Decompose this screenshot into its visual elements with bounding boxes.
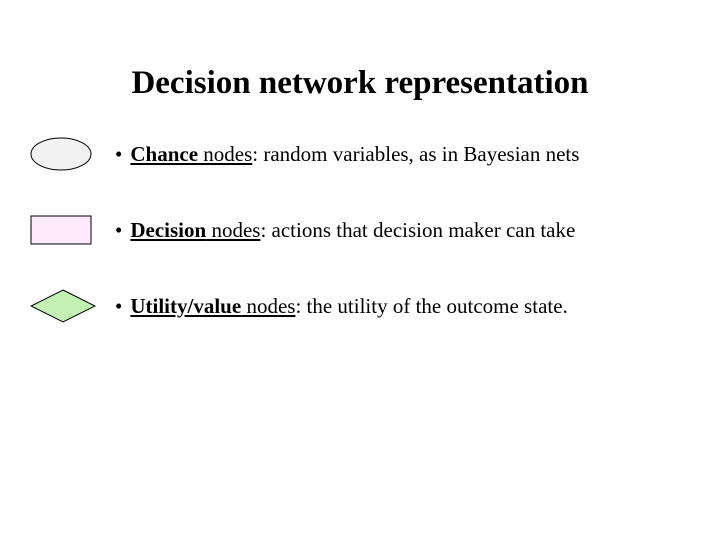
legend-rows: • Chance nodes: random variables, as in … — [0, 132, 720, 328]
chance-desc: : random variables, as in Bayesian nets — [252, 142, 579, 166]
decision-text: • Decision nodes: actions that decision … — [115, 218, 575, 243]
decision-desc: : actions that decision maker can take — [260, 218, 575, 242]
legend-row-utility: • Utility/value nodes: the utility of th… — [30, 284, 720, 328]
utility-icon — [30, 289, 115, 323]
utility-label: Utility/value — [130, 294, 241, 318]
legend-row-chance: • Chance nodes: random variables, as in … — [30, 132, 720, 176]
chance-label: Chance — [130, 142, 198, 166]
bullet: • — [115, 294, 122, 319]
bullet: • — [115, 142, 122, 167]
bullet: • — [115, 218, 122, 243]
utility-desc: : the utility of the outcome state. — [295, 294, 567, 318]
utility-text: • Utility/value nodes: the utility of th… — [115, 294, 568, 319]
page-title: Decision network representation — [0, 0, 720, 132]
decision-suffix: nodes — [206, 218, 260, 242]
legend-row-decision: • Decision nodes: actions that decision … — [30, 208, 720, 252]
decision-icon — [30, 215, 115, 245]
chance-suffix: nodes — [198, 142, 252, 166]
chance-icon — [30, 137, 115, 171]
utility-suffix: nodes — [241, 294, 295, 318]
decision-label: Decision — [130, 218, 206, 242]
chance-text: • Chance nodes: random variables, as in … — [115, 142, 579, 167]
